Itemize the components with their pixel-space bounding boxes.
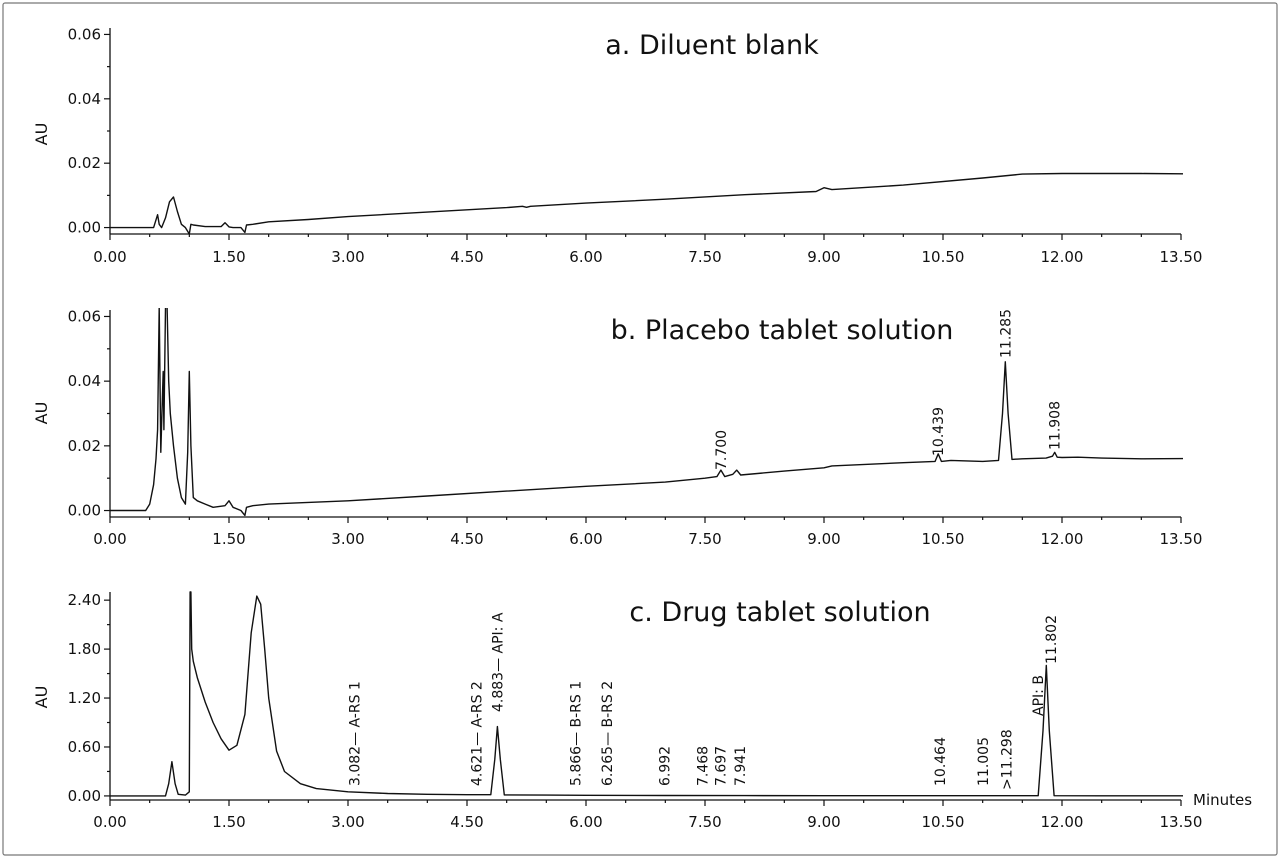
- y-tick-label: 0.60: [68, 738, 101, 756]
- peak-label: 7.697: [714, 746, 730, 786]
- peak-label: 4.883— API: A: [490, 612, 506, 712]
- y-tick-label: 0.06: [68, 307, 101, 325]
- panel-drug-tablet-solution: c. Drug tablet solution AU Minutes 0.00 1…: [32, 591, 1252, 831]
- x-tick-label: 13.50: [1160, 813, 1203, 831]
- peak-label: >11.298: [999, 729, 1015, 790]
- peak-label: 6.992: [658, 746, 674, 786]
- peak-label: 7.941: [733, 746, 749, 786]
- x-tick-label: 6.00: [569, 530, 602, 548]
- peak-label: 3.082— A-RS 1: [348, 681, 364, 786]
- peak-label: 4.621— A-RS 2: [470, 681, 486, 786]
- y-tick-label: 1.20: [68, 689, 101, 707]
- y-tick-label: 1.80: [68, 640, 101, 658]
- x-tick-label: 12.00: [1041, 530, 1084, 548]
- x-tick-label: 9.00: [807, 530, 840, 548]
- peak-label: 10.464: [933, 737, 949, 786]
- x-tick-label: 3.00: [331, 530, 364, 548]
- x-tick-label: 4.50: [450, 248, 483, 266]
- y-tick-label: 2.40: [68, 591, 101, 609]
- peak-label: API: B: [1031, 675, 1047, 716]
- y-axis-label: AU: [32, 686, 51, 709]
- y-tick-label: 0.00: [68, 219, 101, 237]
- x-tick-label: 3.00: [331, 813, 364, 831]
- x-tick-label: 13.50: [1160, 530, 1203, 548]
- y-axis-label: AU: [32, 123, 51, 146]
- peak-label: 11.285: [998, 309, 1014, 358]
- peak-label: 7.700: [714, 430, 730, 470]
- x-tick-label: 4.50: [450, 530, 483, 548]
- x-tick-label: 1.50: [212, 530, 245, 548]
- panel-diluent-blank: a. Diluent blank AU 0.00 1.50 3.00 4.50 6.00…: [32, 25, 1202, 266]
- x-axis-label: Minutes: [1193, 791, 1252, 809]
- x-tick-label: 6.00: [569, 813, 602, 831]
- x-tick-label: 9.00: [807, 813, 840, 831]
- panel-placebo-tablet-solution: b. Placebo tablet solution AU 0.00 1.50 3.…: [32, 307, 1202, 548]
- x-tick-label: 3.00: [331, 248, 364, 266]
- panel-title: c. Drug tablet solution: [629, 597, 930, 628]
- y-tick-label: 0.02: [68, 154, 101, 172]
- x-tick-label: 7.50: [688, 813, 721, 831]
- x-tick-label: 7.50: [688, 248, 721, 266]
- x-tick-label: 0.00: [93, 813, 126, 831]
- peak-label: 10.439: [931, 407, 947, 456]
- x-tick-label: 0.00: [93, 530, 126, 548]
- x-tick-label: 10.50: [922, 248, 965, 266]
- chromatogram-trace: [110, 172, 1183, 235]
- panel-title: a. Diluent blank: [605, 30, 819, 61]
- panel-title: b. Placebo tablet solution: [611, 315, 954, 346]
- x-tick-label: 13.50: [1160, 248, 1203, 266]
- chromatogram-trace: [110, 308, 1183, 517]
- peak-label: 11.005: [976, 737, 992, 786]
- chromatogram-trace: [110, 591, 1183, 797]
- peak-label: 7.468: [696, 746, 712, 786]
- y-tick-label: 0.00: [68, 787, 101, 805]
- x-tick-label: 9.00: [807, 248, 840, 266]
- y-tick-label: 0.00: [68, 502, 101, 520]
- y-tick-label: 0.04: [68, 372, 101, 390]
- peak-label: 5.866— B-RS 1: [568, 681, 584, 786]
- peak-label: 11.802: [1044, 615, 1060, 664]
- y-tick-label: 0.02: [68, 437, 101, 455]
- x-tick-label: 0.00: [93, 248, 126, 266]
- peak-label: 6.265— B-RS 2: [600, 681, 616, 786]
- peak-label: 11.908: [1048, 401, 1064, 450]
- x-tick-label: 12.00: [1041, 813, 1084, 831]
- x-tick-label: 10.50: [922, 813, 965, 831]
- x-tick-label: 7.50: [688, 530, 721, 548]
- y-tick-label: 0.04: [68, 90, 101, 108]
- x-tick-label: 4.50: [450, 813, 483, 831]
- x-tick-label: 12.00: [1041, 248, 1084, 266]
- x-tick-label: 1.50: [212, 813, 245, 831]
- y-axis-label: AU: [32, 402, 51, 425]
- x-tick-label: 10.50: [922, 530, 965, 548]
- y-tick-label: 0.06: [68, 25, 101, 43]
- x-tick-label: 6.00: [569, 248, 602, 266]
- x-tick-label: 1.50: [212, 248, 245, 266]
